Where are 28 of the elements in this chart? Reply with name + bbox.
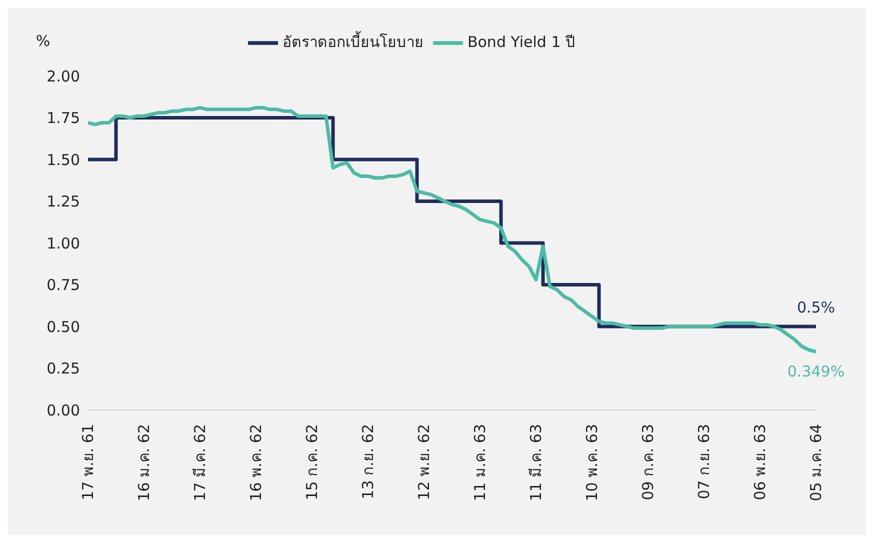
x-tick-label: 16 พ.ค. 62: [247, 424, 265, 502]
y-tick-label: 1.00: [46, 234, 80, 252]
legend-label: Bond Yield 1 ปี: [467, 33, 576, 52]
y-tick-label: 1.25: [46, 192, 80, 211]
y-tick-label: 0.25: [46, 360, 80, 378]
legend-label: อัตราดอกเบี้ยนโยบาย: [282, 33, 424, 52]
y-tick-label: 1.75: [46, 109, 80, 128]
y-tick-label: 0.75: [46, 276, 80, 294]
x-tick-label: 07 ก.ย. 63: [695, 424, 713, 500]
x-tick-label: 11 มี.ค. 63: [527, 424, 545, 502]
x-tick-label: 12 พ.ย. 62: [415, 424, 433, 500]
x-tick-label: 17 พ.ย. 61: [79, 424, 97, 500]
y-tick-label: 0.50: [46, 318, 80, 336]
y-tick-label: 0.00: [46, 401, 80, 420]
x-tick-label: 16 ม.ค. 62: [135, 424, 153, 502]
annotation: 0.5%: [796, 298, 836, 316]
x-tick-label: 06 พ.ย. 63: [751, 424, 769, 500]
y-tick-label: 1.50: [46, 150, 80, 169]
x-tick-label: 17 มี.ค. 62: [191, 424, 209, 502]
x-tick-label: 05 ม.ค. 64: [807, 424, 825, 502]
x-tick-label: 13 ก.ย. 62: [359, 424, 377, 500]
x-tick-label: 11 ม.ค. 63: [471, 424, 489, 502]
y-axis-title: %: [36, 32, 50, 50]
x-tick-label: 10 พ.ค. 63: [583, 424, 601, 502]
x-tick-label: 15 ก.ค. 62: [303, 424, 321, 500]
annotation: 0.349%: [787, 362, 845, 380]
y-tick-label: 2.00: [46, 67, 80, 86]
x-tick-label: 09 ก.ค. 63: [639, 424, 657, 500]
